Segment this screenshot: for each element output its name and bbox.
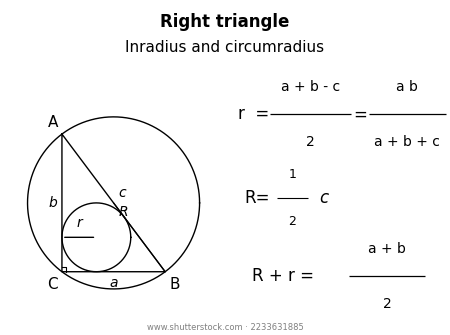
Text: R + r =: R + r = (252, 267, 314, 285)
Text: Right triangle: Right triangle (160, 13, 290, 31)
Text: R: R (119, 204, 129, 218)
Text: 1: 1 (288, 168, 297, 181)
Text: c: c (118, 186, 126, 200)
Text: =: = (353, 106, 367, 123)
Text: A: A (47, 115, 58, 130)
Text: a + b: a + b (368, 242, 406, 256)
Text: C: C (47, 277, 58, 292)
Text: c: c (320, 189, 328, 207)
Text: r: r (76, 216, 82, 230)
Text: a: a (109, 276, 118, 290)
Text: R=: R= (244, 189, 270, 207)
Text: b: b (49, 196, 58, 210)
Text: a + b + c: a + b + c (374, 135, 440, 149)
Text: www.shutterstock.com · 2233631885: www.shutterstock.com · 2233631885 (147, 323, 303, 332)
Text: Inradius and circumradius: Inradius and circumradius (126, 40, 324, 55)
Text: r  =: r = (238, 106, 270, 123)
Text: B: B (169, 277, 180, 292)
Text: a + b - c: a + b - c (281, 79, 340, 93)
Text: 2: 2 (306, 135, 315, 149)
Text: a b: a b (396, 79, 418, 93)
Text: 2: 2 (288, 215, 297, 228)
Text: 2: 2 (382, 297, 392, 311)
